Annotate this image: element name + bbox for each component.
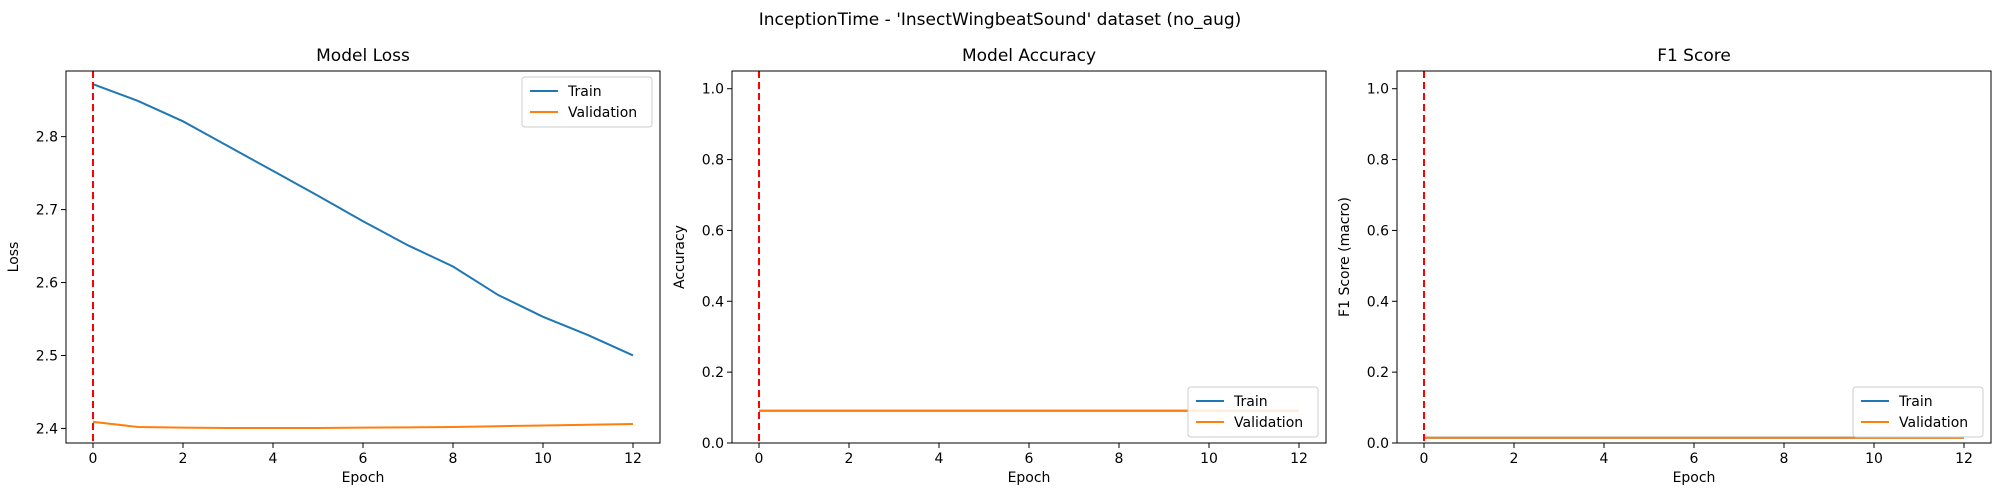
y-tick-label: 0.0 (1367, 436, 1389, 452)
y-tick-label: 1.0 (702, 82, 724, 98)
legend-label-validation: Validation (1234, 415, 1303, 431)
y-tick-label: 0.4 (1367, 294, 1389, 310)
subplot-3: F1 Score 0 2 4 6 8 10 12 0.0 0.2 0.4 0.6 0.8 1.0 Epoch… (1337, 46, 1992, 486)
plot-title: Model Loss (316, 46, 410, 66)
legend-label-train: Train (1233, 394, 1268, 410)
y-tick-label: 0.8 (1367, 153, 1389, 169)
x-tick-label: 6 (1025, 451, 1034, 467)
x-tick-label: 0 (1420, 451, 1429, 467)
plot-title: F1 Score (1657, 46, 1731, 66)
x-tick-label: 10 (1200, 451, 1218, 467)
plot-title: Model Accuracy (962, 46, 1096, 66)
x-tick-label: 4 (269, 451, 278, 467)
subplots-container: Model Loss 0 2 4 6 8 10 12 2.4 2.5 2.6 2.7 2.8 Epoch L… (6, 46, 1992, 486)
legend: Train Validation (1187, 386, 1319, 438)
x-tick-label: 6 (1690, 451, 1699, 467)
y-tick-label: 2.7 (36, 203, 58, 219)
series-line-train (92, 83, 634, 357)
y-tick-label: 2.4 (36, 421, 58, 437)
y-tick-label: 2.6 (36, 276, 58, 292)
x-tick-label: 10 (1865, 451, 1883, 467)
y-tick-label: 2.5 (36, 348, 58, 364)
x-axis-label: Epoch (1008, 470, 1051, 486)
legend-label-train: Train (567, 84, 602, 100)
legend-box (1852, 386, 1984, 438)
subplot-1: Model Loss 0 2 4 6 8 10 12 2.4 2.5 2.6 2.7 2.8 Epoch L… (6, 46, 661, 486)
x-tick-label: 8 (1115, 451, 1124, 467)
figure-title: InceptionTime - 'InsectWingbeatSound' da… (759, 10, 1242, 30)
x-tick-label: 12 (1290, 451, 1308, 467)
y-tick-label: 1.0 (1367, 82, 1389, 98)
y-axis-label: F1 Score (macro) (1337, 197, 1353, 317)
x-tick-label: 6 (359, 451, 368, 467)
y-tick-label: 0.0 (702, 436, 724, 452)
x-tick-label: 2 (845, 451, 854, 467)
x-axis-label: Epoch (342, 470, 385, 486)
x-tick-label: 4 (935, 451, 944, 467)
legend: Train Validation (1852, 386, 1984, 438)
subplot-2: Model Accuracy 0 2 4 6 8 10 12 0.0 0.2 0.4 0.6 0.8 1.… (672, 46, 1327, 486)
y-tick-label: 2.8 (36, 130, 58, 146)
legend-box (521, 76, 653, 128)
y-tick-label: 0.8 (702, 153, 724, 169)
y-tick-label: 0.2 (702, 365, 724, 381)
x-tick-label: 2 (1510, 451, 1519, 467)
x-tick-label: 0 (755, 451, 764, 467)
y-tick-label: 0.2 (1367, 365, 1389, 381)
legend-label-validation: Validation (1899, 415, 1968, 431)
x-tick-label: 4 (1600, 451, 1609, 467)
y-tick-label: 0.6 (702, 223, 724, 239)
x-tick-label: 8 (1780, 451, 1789, 467)
x-tick-label: 12 (624, 451, 642, 467)
y-axis-label: Loss (6, 242, 22, 273)
legend-label-validation: Validation (568, 105, 637, 121)
legend: Train Validation (521, 76, 653, 128)
series-line-validation (92, 420, 634, 430)
x-axis-label: Epoch (1673, 470, 1716, 486)
y-tick-label: 0.6 (1367, 223, 1389, 239)
x-tick-label: 12 (1955, 451, 1973, 467)
x-tick-label: 0 (89, 451, 98, 467)
x-tick-label: 10 (534, 451, 552, 467)
y-tick-label: 0.4 (702, 294, 724, 310)
legend-box (1187, 386, 1319, 438)
x-tick-label: 8 (449, 451, 458, 467)
y-axis-label: Accuracy (672, 225, 688, 289)
legend-label-train: Train (1898, 394, 1933, 410)
x-tick-label: 2 (179, 451, 188, 467)
